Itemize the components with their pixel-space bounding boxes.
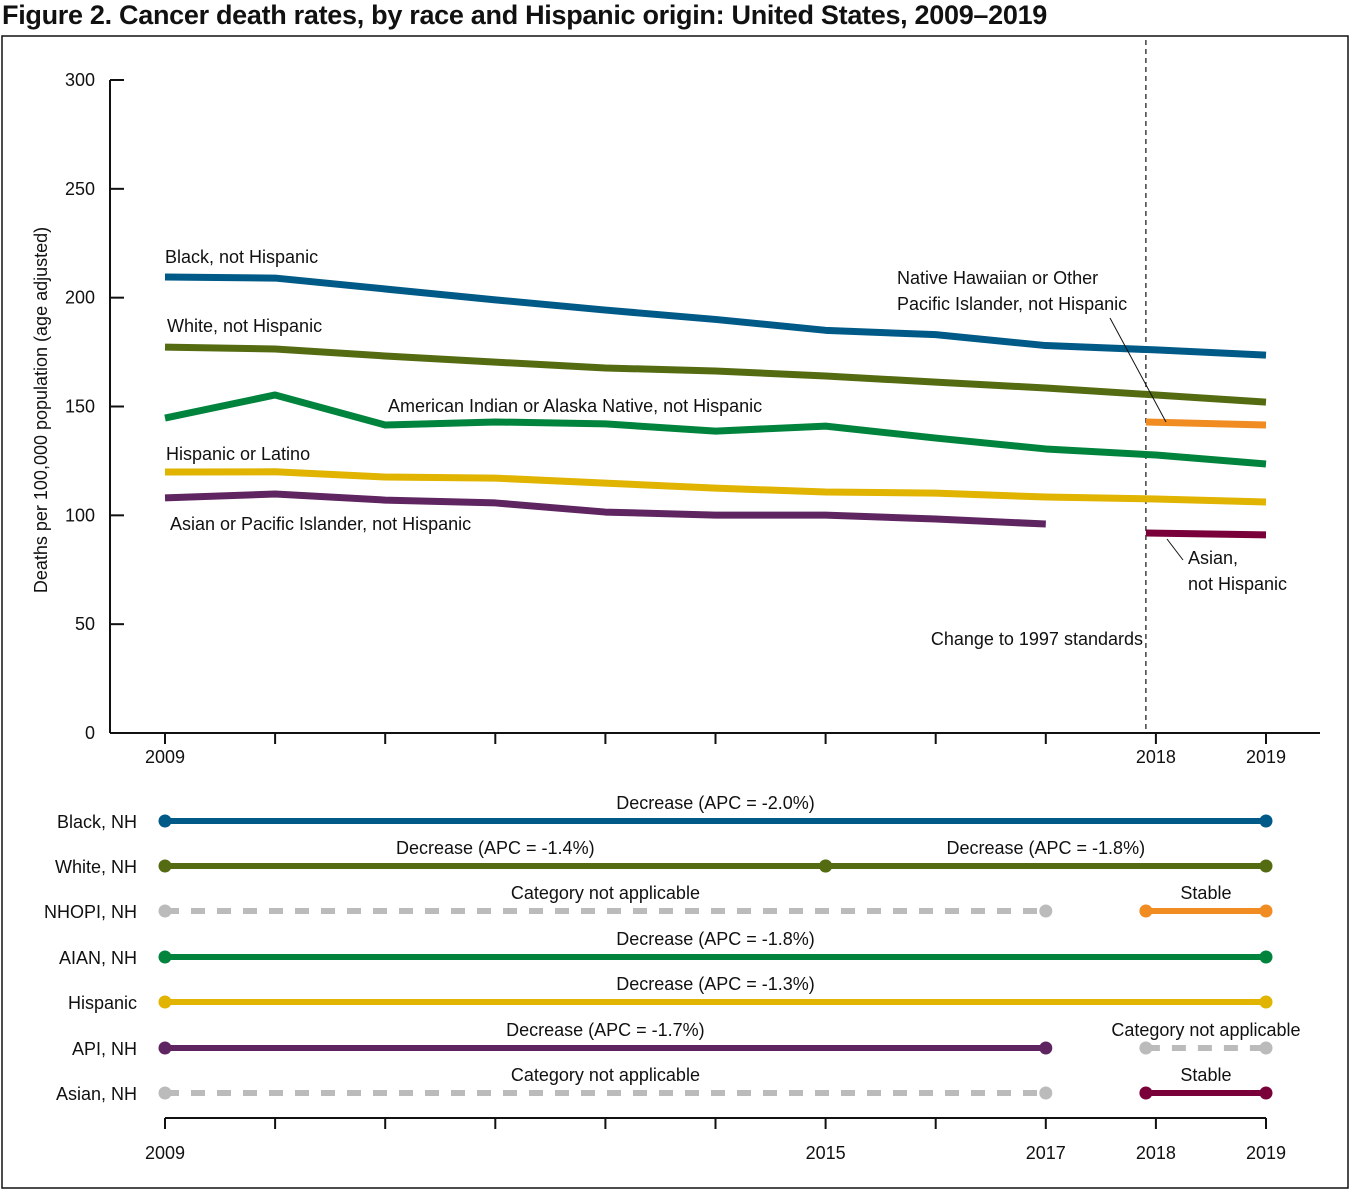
segment-endpoint <box>158 904 172 918</box>
segment-endpoint <box>1259 1041 1273 1055</box>
segment-endpoint <box>1259 1086 1273 1100</box>
trend-x-tick-label: 2015 <box>806 1143 846 1163</box>
segment-endpoint <box>158 814 172 828</box>
series-label: Asian or Pacific Islander, not Hispanic <box>170 514 471 534</box>
x-tick-label: 2019 <box>1246 747 1286 767</box>
series-label: Native Hawaiian or Other <box>897 268 1098 288</box>
series-line <box>1145 418 1267 429</box>
segment-endpoint <box>1259 814 1273 828</box>
segment-endpoint <box>158 859 172 873</box>
trend-x-tick-label: 2018 <box>1136 1143 1176 1163</box>
segment-label: Stable <box>1180 1065 1231 1085</box>
segment-label: Decrease (APC = -1.8%) <box>947 838 1146 858</box>
segment-endpoint <box>819 859 833 873</box>
trend-x-tick-label: 2017 <box>1026 1143 1066 1163</box>
series-label: not Hispanic <box>1188 574 1287 594</box>
segment-label: Category not applicable <box>511 1065 700 1085</box>
series-line <box>1145 529 1267 539</box>
segment-endpoint <box>1259 904 1273 918</box>
series-line <box>164 273 1267 359</box>
x-tick-label: 2009 <box>145 747 185 767</box>
segment-endpoint <box>1259 995 1273 1009</box>
y-tick-label: 0 <box>85 723 95 743</box>
segment-endpoint <box>1039 904 1053 918</box>
series-label: American Indian or Alaska Native, not Hi… <box>388 396 762 416</box>
y-tick-label: 300 <box>65 70 95 90</box>
segment-label: Category not applicable <box>1111 1020 1300 1040</box>
x-tick-label: 2018 <box>1136 747 1176 767</box>
segment-endpoint <box>1259 859 1273 873</box>
y-tick-label: 100 <box>65 505 95 525</box>
trend-x-tick-label: 2019 <box>1246 1143 1286 1163</box>
series-line <box>164 468 1267 506</box>
segment-endpoint <box>1139 1041 1153 1055</box>
trend-row-label: Hispanic <box>68 993 137 1013</box>
segment-label: Decrease (APC = -1.3%) <box>616 974 815 994</box>
segment-endpoint <box>158 995 172 1009</box>
segment-endpoint <box>158 1086 172 1100</box>
series-label: Asian, <box>1188 548 1238 568</box>
trend-row-label: Black, NH <box>57 812 137 832</box>
standards-change-label: Change to 1997 standards <box>931 629 1143 649</box>
series-line <box>164 343 1267 406</box>
series-line <box>164 391 1267 468</box>
y-axis-label: Deaths per 100,000 population (age adjus… <box>31 227 51 593</box>
segment-endpoint <box>1039 1041 1053 1055</box>
series-label: White, not Hispanic <box>167 316 322 336</box>
segment-endpoint <box>158 950 172 964</box>
segment-label: Decrease (APC = -1.7%) <box>506 1020 705 1040</box>
segment-endpoint <box>1039 1086 1053 1100</box>
segment-label: Decrease (APC = -1.4%) <box>396 838 595 858</box>
segment-label: Decrease (APC = -2.0%) <box>616 793 815 813</box>
series-line <box>164 490 1046 528</box>
series-label: Hispanic or Latino <box>166 444 310 464</box>
figure-title: Figure 2. Cancer death rates, by race an… <box>2 0 1048 30</box>
segment-label: Category not applicable <box>511 883 700 903</box>
nhopi-leader-line <box>1109 317 1167 423</box>
trend-row-label: Asian, NH <box>56 1084 137 1104</box>
y-tick-label: 150 <box>65 397 95 417</box>
segment-label: Decrease (APC = -1.8%) <box>616 929 815 949</box>
trend-row-label: NHOPI, NH <box>44 902 137 922</box>
series-label: Pacific Islander, not Hispanic <box>897 294 1127 314</box>
segment-label: Stable <box>1180 883 1231 903</box>
segment-endpoint <box>1259 950 1273 964</box>
y-tick-label: 200 <box>65 288 95 308</box>
segment-endpoint <box>1139 1086 1153 1100</box>
figure-border <box>1 35 1349 1189</box>
segment-endpoint <box>158 1041 172 1055</box>
y-tick-label: 50 <box>75 614 95 634</box>
trend-row-label: AIAN, NH <box>59 948 137 968</box>
trend-row-label: API, NH <box>72 1039 137 1059</box>
segment-endpoint <box>1139 904 1153 918</box>
asian-leader-line <box>1166 538 1184 561</box>
series-label: Black, not Hispanic <box>165 247 318 267</box>
trend-x-tick-label: 2009 <box>145 1143 185 1163</box>
trend-row-label: White, NH <box>55 857 137 877</box>
y-tick-label: 250 <box>65 179 95 199</box>
